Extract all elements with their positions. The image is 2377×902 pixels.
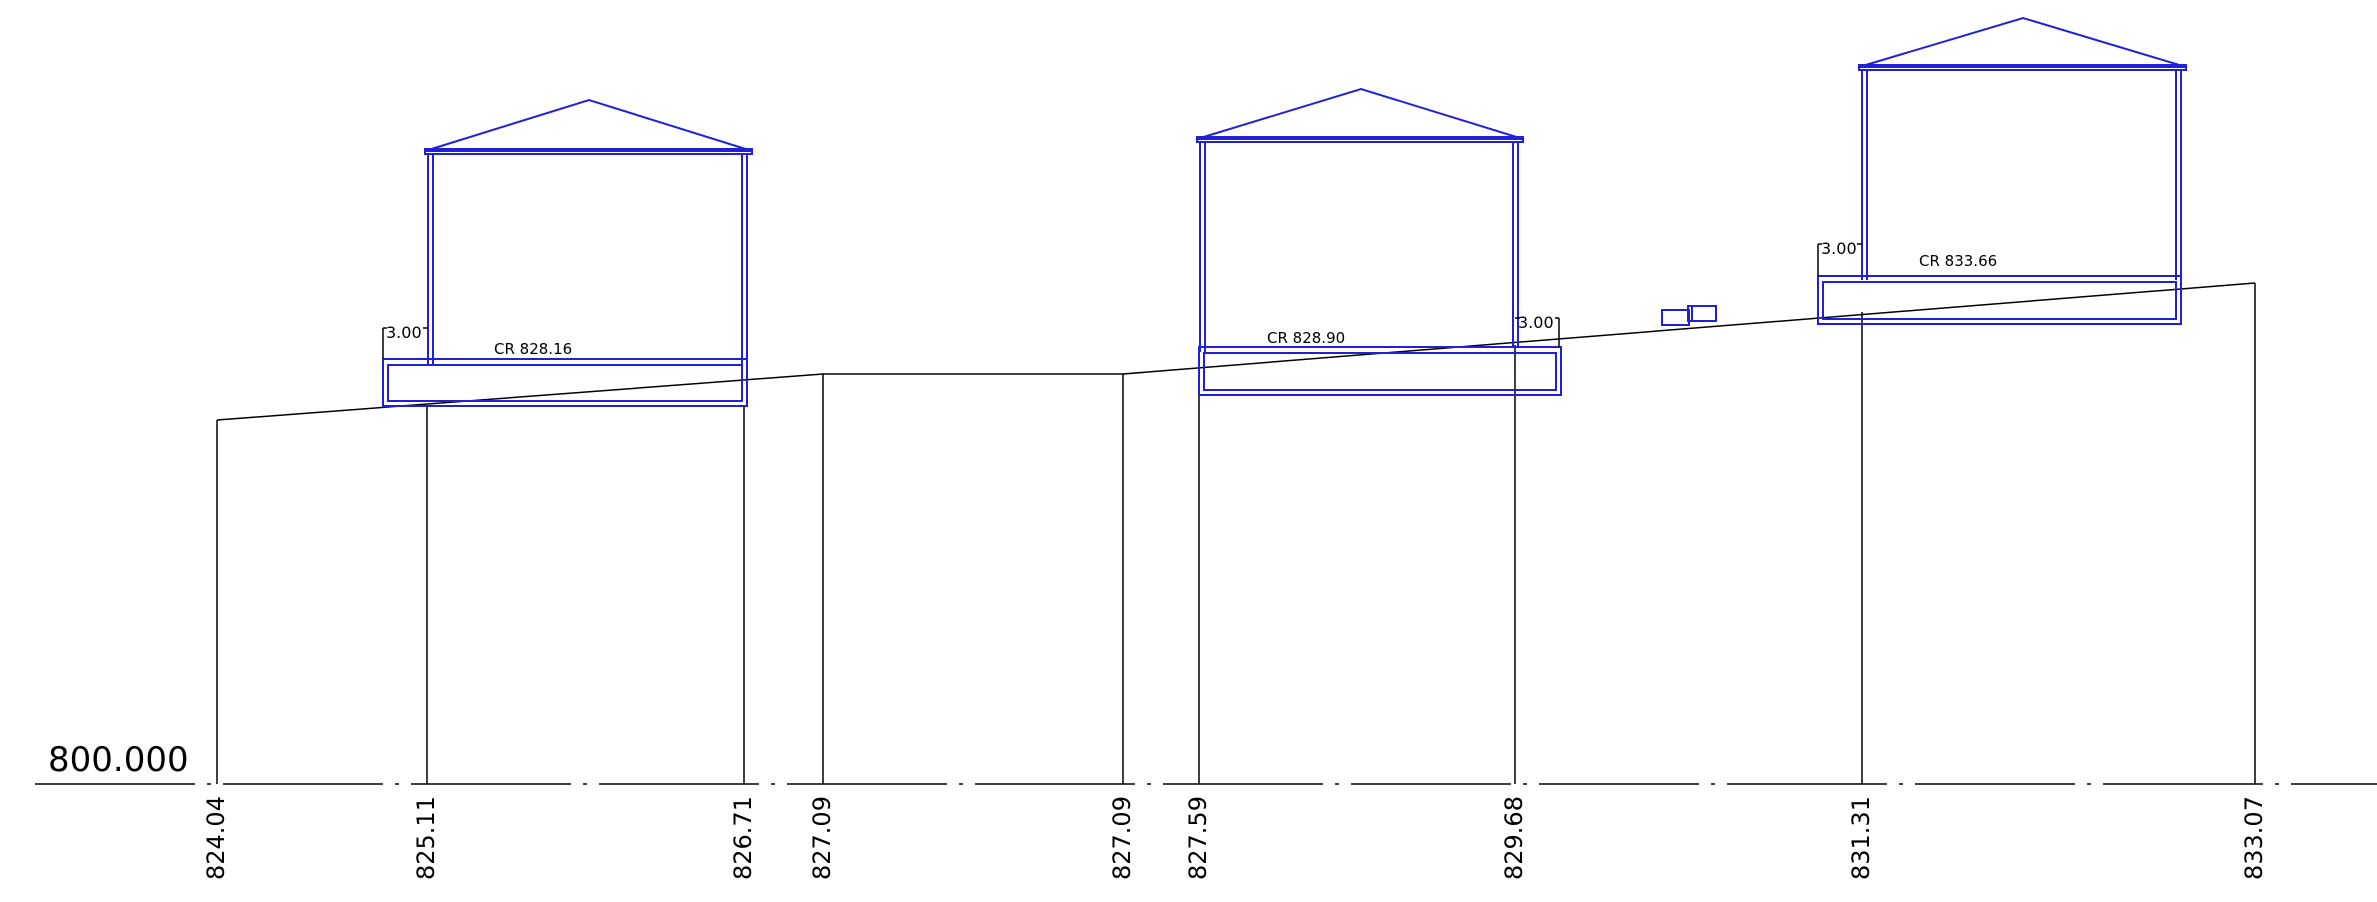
station-lines <box>216 283 2256 784</box>
walkway-blocks <box>1661 305 1717 326</box>
station-label: 825.11 <box>412 796 440 880</box>
house-eave <box>1196 136 1524 143</box>
station-label: 827.59 <box>1184 796 1212 880</box>
offset-label: 3.00 <box>1518 313 1554 332</box>
foundation-slab <box>382 358 748 407</box>
station-label: 827.09 <box>808 796 836 880</box>
house-roof <box>1196 87 1524 140</box>
walkway-block <box>1687 305 1717 322</box>
foundation-slab-inner <box>1203 352 1557 391</box>
station-label: 833.07 <box>2240 796 2268 880</box>
foundation-slab-inner <box>1822 281 2177 320</box>
foundation-slab <box>1198 346 1562 396</box>
cr-label: CR 828.16 <box>494 340 572 358</box>
offset-label: 3.00 <box>1821 239 1857 258</box>
station-label: 829.68 <box>1500 796 1528 880</box>
foundation-slab <box>1817 275 2182 325</box>
house-eave <box>424 148 753 155</box>
terrain-profile <box>216 282 2256 421</box>
walkway-block <box>1661 309 1690 326</box>
station-label: 824.04 <box>202 796 230 880</box>
cr-label: CR 833.66 <box>1919 252 1997 270</box>
foundation-slab-inner <box>387 364 743 402</box>
house-3: CR 833.66 3.00 <box>1817 16 2187 325</box>
house-1: CR 828.16 3.00 <box>382 98 753 407</box>
house-2: CR 828.90 3.00 <box>1196 87 1562 396</box>
house-roof <box>1858 16 2187 68</box>
house-eave <box>1858 64 2187 71</box>
station-label: 827.09 <box>1108 796 1136 880</box>
cr-label: CR 828.90 <box>1267 329 1345 347</box>
station-labels: 824.04 825.11 826.71 827.09 827.09 827.5… <box>202 796 2268 880</box>
house-roof <box>424 98 753 152</box>
station-label: 826.71 <box>729 796 757 880</box>
datum-label: 800.000 <box>48 740 189 780</box>
station-label: 831.31 <box>1847 796 1875 880</box>
offset-label: 3.00 <box>386 323 422 342</box>
